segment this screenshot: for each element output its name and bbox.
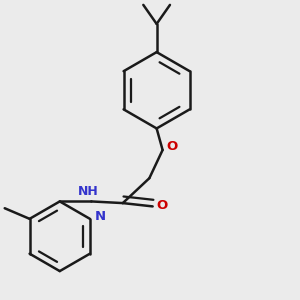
Text: O: O bbox=[156, 199, 168, 212]
Text: N: N bbox=[94, 210, 105, 223]
Text: O: O bbox=[166, 140, 178, 153]
Text: NH: NH bbox=[78, 185, 98, 198]
